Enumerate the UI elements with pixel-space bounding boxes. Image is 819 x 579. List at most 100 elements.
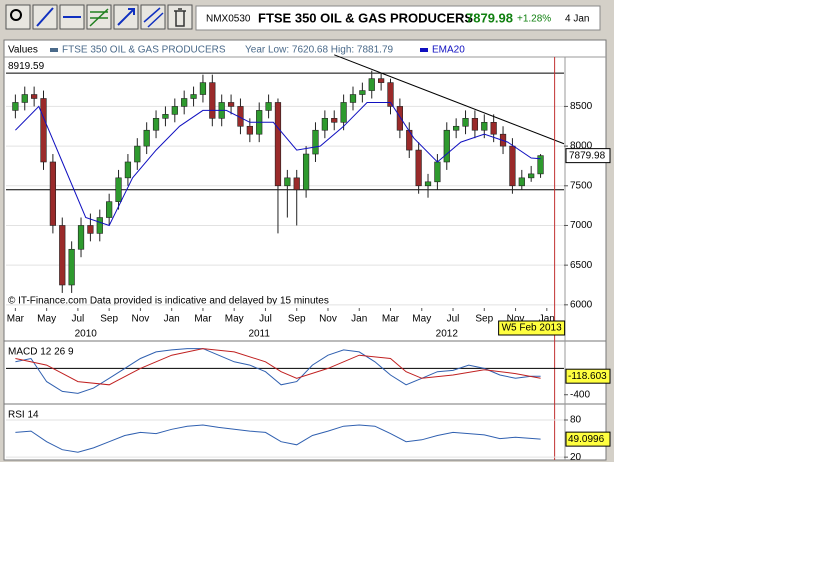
candle-body	[368, 78, 375, 91]
last-price-label: 7879.98	[569, 150, 606, 161]
x-tick-label: May	[412, 314, 431, 325]
legend-range: Year Low: 7620.68 High: 7881.79	[245, 45, 394, 56]
plot	[15, 424, 541, 453]
candle-body	[293, 177, 300, 191]
quote-date: 4 Jan	[565, 14, 589, 25]
quote-box	[195, 5, 601, 31]
candle-body	[387, 82, 394, 107]
candle-body	[190, 94, 197, 99]
last-price-box	[565, 148, 611, 164]
x-tick-label: Jan	[164, 314, 180, 325]
panel-label: RSI 14	[8, 410, 39, 421]
x-tick-label: May	[37, 314, 56, 325]
candle-body	[59, 225, 66, 286]
candle-body	[396, 106, 403, 131]
cursor-label: W5 Feb 2013	[502, 323, 562, 334]
y-tick-label: 6500	[570, 260, 593, 271]
candle-body	[302, 153, 310, 191]
legend-ema: EMA20	[432, 45, 465, 56]
x-tick-label: May	[225, 314, 244, 325]
candle-body	[284, 177, 291, 187]
x-tick-label: Jul	[447, 314, 460, 325]
legend-series: FTSE 350 OIL & GAS PRODUCERS	[62, 45, 226, 56]
candle-body	[134, 145, 141, 163]
candle-body	[106, 201, 113, 218]
x-tick-label: Jul	[72, 314, 85, 325]
candle-body	[406, 129, 413, 151]
candle-body	[40, 98, 47, 163]
value-box	[565, 368, 611, 384]
candle-body	[415, 149, 422, 187]
candle-body	[199, 82, 207, 95]
zoom-tool[interactable]	[5, 4, 31, 30]
series-line	[15, 348, 541, 394]
x-tick-label: Sep	[100, 314, 118, 325]
level-label: 8919.59	[8, 61, 45, 72]
candle-body	[21, 94, 28, 103]
value-box	[565, 431, 611, 447]
candle-body	[49, 161, 57, 226]
y-tick-label: 6000	[570, 299, 593, 310]
x-tick-label: Sep	[475, 314, 493, 325]
trendline	[334, 54, 565, 145]
candle-body	[481, 121, 488, 131]
candle-body	[115, 177, 122, 202]
candle-body	[509, 145, 516, 187]
candle-body	[378, 78, 385, 83]
candle-body	[471, 118, 479, 131]
delete-tool[interactable]	[167, 4, 193, 30]
cursor-label-box	[498, 320, 566, 336]
year-label: 2010	[75, 329, 98, 340]
line-icon	[36, 7, 54, 27]
candle-body	[171, 106, 178, 115]
price-change: +1.28%	[517, 14, 551, 25]
x-tick-label: Sep	[288, 314, 306, 325]
candle-body	[490, 121, 497, 135]
candle-body	[87, 225, 94, 234]
candle-body	[209, 82, 216, 119]
arrow-icon	[117, 8, 135, 26]
candle-body	[424, 181, 432, 187]
candle-body	[181, 98, 188, 107]
y-tick-label: 7000	[570, 220, 593, 231]
channel-tool[interactable]	[140, 4, 166, 30]
last-price: 7879.98	[466, 10, 513, 25]
candle-body	[246, 125, 253, 135]
instrument-name: FTSE 350 OIL & GAS PRODUCERS	[258, 10, 473, 25]
candle-body	[96, 217, 103, 234]
candle-body	[434, 161, 441, 183]
y-tick-label: 8500	[570, 101, 593, 112]
chart-area	[3, 39, 607, 461]
candle-body	[312, 129, 319, 155]
y-tick-label: 20	[570, 452, 582, 463]
candle-body	[340, 102, 347, 123]
zoom-icon	[10, 9, 22, 21]
x-tick-label: Jul	[259, 314, 272, 325]
symbol: NMX0530	[206, 14, 251, 25]
legend-swatch	[50, 48, 58, 52]
x-tick-label: Nov	[507, 314, 525, 325]
candle-body	[528, 173, 535, 179]
y-tick-label: 8000	[570, 141, 593, 152]
fib-icon	[89, 8, 109, 27]
y-tick-label: 7500	[570, 180, 593, 191]
x-tick-label: Mar	[382, 314, 400, 325]
candle-body	[331, 118, 338, 123]
y-tick-label: 80	[570, 415, 582, 426]
value-label: 49.0996	[568, 434, 605, 445]
candle-body	[12, 102, 19, 111]
candle-body	[274, 102, 282, 187]
toolbar	[5, 4, 193, 30]
candle-body	[321, 118, 328, 131]
candle-body	[359, 90, 366, 95]
x-tick-label: Jan	[539, 314, 555, 325]
year-label: 2012	[436, 329, 459, 340]
channel-icon	[143, 7, 164, 28]
footer-note: © IT-Finance.com Data provided is indica…	[8, 296, 329, 307]
candle-body	[77, 225, 85, 250]
candle-body	[227, 102, 235, 107]
series-line	[15, 102, 541, 227]
candle-body	[518, 177, 525, 187]
candle-body	[31, 94, 38, 99]
